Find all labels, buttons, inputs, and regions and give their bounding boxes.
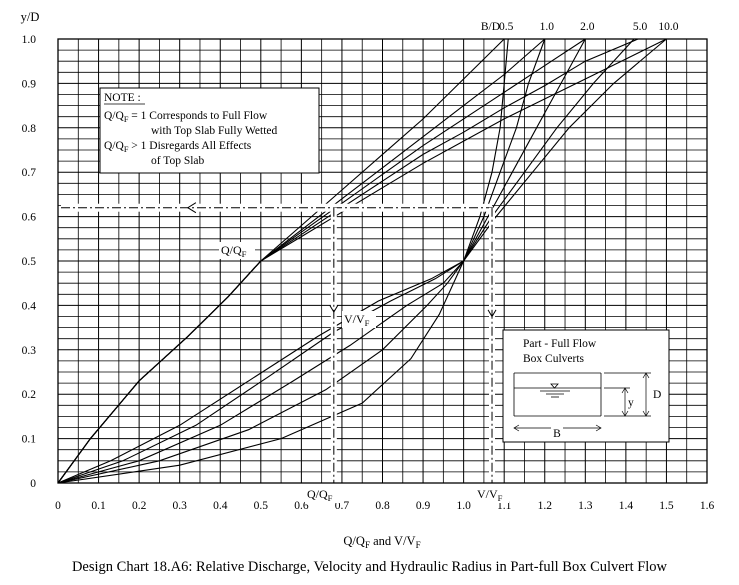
guide-label-velocity: V/VF: [477, 487, 503, 503]
inset-box: [502, 329, 670, 443]
guide-label-discharge-bg: [305, 486, 341, 503]
bd-value-label: 5.0: [633, 21, 648, 33]
y-tick-label: 0.4: [22, 300, 37, 312]
inset-label-b: B: [553, 428, 561, 440]
inset-label-d: D: [653, 389, 661, 401]
velocity-curve-bd-5.0: [57, 38, 635, 484]
inset-title-2: Box Culverts: [523, 353, 585, 365]
y-tick-label: 0: [30, 478, 36, 490]
chart-canvas: 0 0.1 0.2 0.3 0.4 0.5 0.6 0.7 0.8 0.9 1.0 1.1 1.2 1.3…: [21, 10, 715, 550]
curve-label-velocity: V/VF: [344, 312, 370, 328]
note-heading: NOTE :: [104, 92, 141, 104]
velocity-curve-bd-1.0: [57, 38, 546, 484]
y-tick-label: 1.0: [22, 34, 37, 46]
curve-label-discharge-bg: [219, 242, 255, 259]
bd-value-label: 10.0: [658, 21, 678, 33]
guide-mask: [61, 203, 493, 212]
note-box: [99, 87, 320, 174]
arrow-up: [329, 305, 339, 314]
inset-label-y: y: [628, 397, 634, 409]
guide-label-discharge: Q/QF: [307, 487, 333, 503]
note-line-3: Q/QF > 1 Disregards All Effects: [104, 140, 252, 154]
velocity-curve-bd-2.0: [57, 38, 586, 484]
x-tick-label: 1.3: [578, 500, 593, 512]
velocity-curve-bd-10.0: [57, 38, 667, 484]
plot-frame: [57, 38, 708, 484]
x-tick-label: 0.1: [91, 500, 106, 512]
chart-caption: Design Chart 18.A6: Relative Discharge, …: [71, 559, 668, 575]
x-tick-label: 0.5: [254, 500, 269, 512]
x-tick-label: 0.4: [213, 500, 228, 512]
series-lines: [57, 38, 667, 484]
note-line-2: with Top Slab Fully Wetted: [151, 125, 278, 137]
chart-labels: B/D 0.5 1.0 2.0 5.0 10.0 Q/QF V/VF Q/QF V/VF NOTE …: [99, 21, 679, 503]
x-tick-label: 0.3: [173, 500, 188, 512]
y-tick-label: 0.3: [22, 345, 37, 357]
x-tick-label: 0: [55, 500, 61, 512]
velocity-curve-bd-0.5: [57, 38, 509, 484]
x-axis-label: Q/QF and V/VF: [343, 534, 420, 550]
y-tick-label: 0.7: [22, 167, 37, 179]
inset-water-marker: [550, 383, 559, 389]
y-tick-label: 0.2: [22, 389, 37, 401]
guide-label-velocity-bg: [475, 486, 509, 503]
tick-labels: 0 0.1 0.2 0.3 0.4 0.5 0.6 0.7 0.8 0.9 1.0 1.1 1.2 1.3…: [21, 10, 715, 550]
inset-label-b-bg: [551, 427, 563, 439]
y-tick-label: 0.9: [22, 78, 37, 90]
inset-arrow-d: [642, 372, 650, 417]
example-guides: [61, 202, 497, 483]
x-tick-label: 1.4: [619, 500, 634, 512]
inset-arrow-y: [621, 387, 629, 417]
x-tick-label: 1.5: [659, 500, 674, 512]
bd-label: B/D: [481, 21, 500, 33]
arrow-left: [186, 202, 197, 214]
x-tick-label: 1.6: [700, 500, 715, 512]
curve-label-velocity-bg: [342, 311, 376, 328]
x-tick-label: 1.2: [538, 500, 553, 512]
y-axis-label: y/D: [21, 10, 40, 24]
note-line-4: of Top Slab: [151, 155, 205, 167]
bd-value-label: 1.0: [540, 21, 555, 33]
y-tick-label: 0.6: [22, 212, 37, 224]
y-tick-label: 0.1: [22, 434, 37, 446]
curve-label-discharge: Q/QF: [221, 243, 247, 259]
discharge-curve-bd-10.0: [57, 38, 667, 484]
x-tick-label: 0.9: [416, 500, 431, 512]
bd-value-label: 0.5: [499, 21, 514, 33]
y-tick-label: 0.8: [22, 123, 37, 135]
x-tick-label: 1.0: [456, 500, 471, 512]
y-tick-label: 0.5: [22, 256, 37, 268]
arrow-down: [487, 309, 497, 318]
x-tick-label: 0.8: [375, 500, 390, 512]
note-line-1: Q/QF = 1 Corresponds to Full Flow: [104, 110, 268, 124]
inset-arrow-b: [513, 424, 602, 432]
inset-title-1: Part - Full Flow: [523, 338, 597, 350]
bd-value-label: 2.0: [580, 21, 595, 33]
x-tick-label: 0.2: [132, 500, 147, 512]
